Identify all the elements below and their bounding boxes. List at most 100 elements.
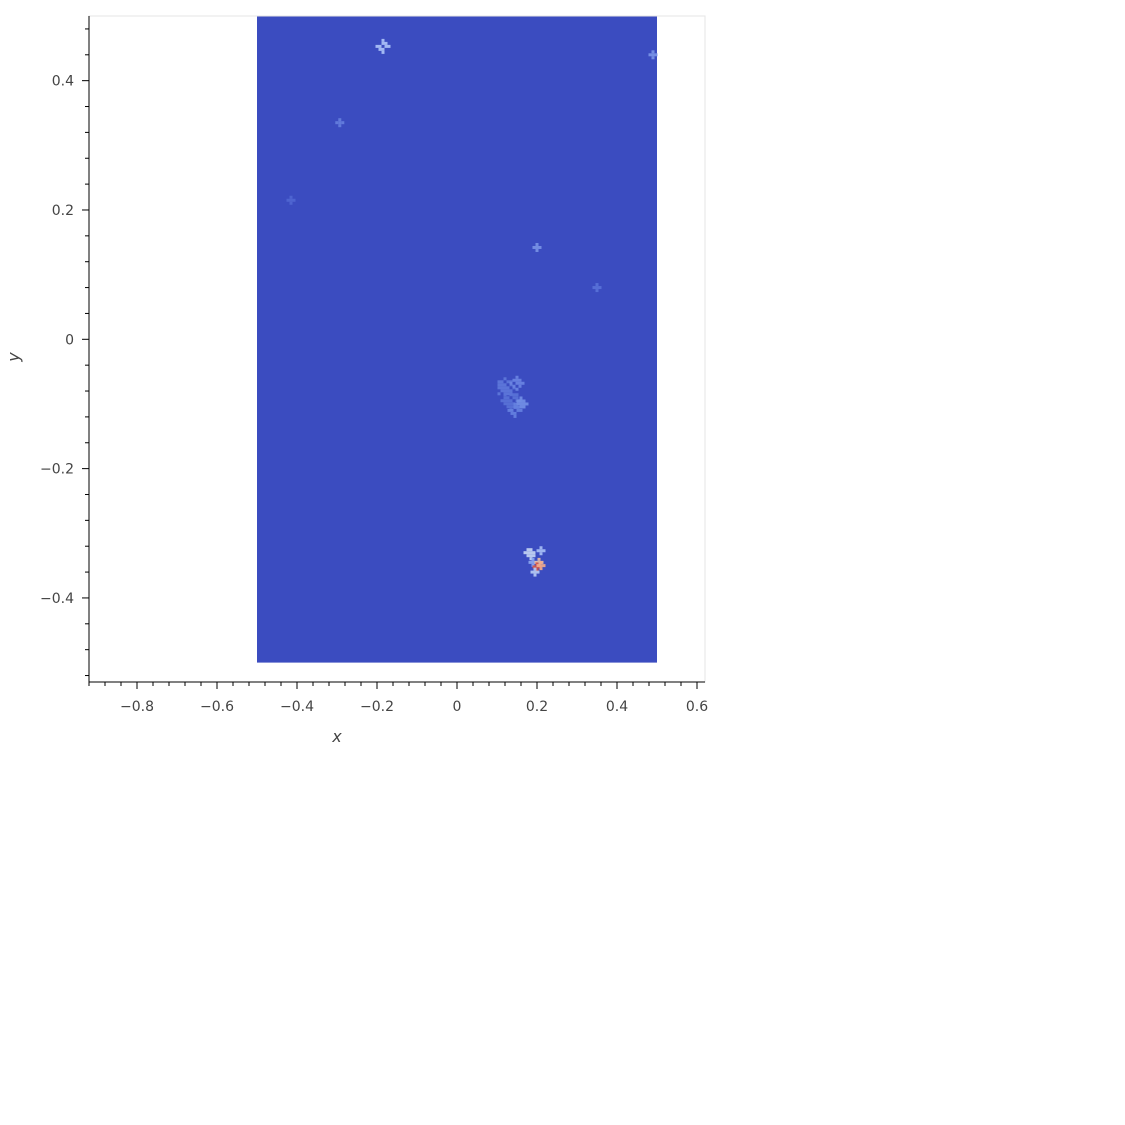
heatmap-cell <box>519 399 523 403</box>
heatmap-cell <box>534 560 538 564</box>
heatmap-cell <box>518 384 522 388</box>
heatmap-cell <box>387 44 391 48</box>
heatmap-cell <box>503 402 507 406</box>
x-axis-label: x <box>331 727 342 746</box>
heatmap-cell <box>289 198 293 202</box>
heatmap-cell <box>513 411 517 415</box>
heatmap-cell <box>532 565 536 569</box>
x-tick-label: 0.4 <box>606 699 628 715</box>
heatmap-feature <box>523 548 536 561</box>
heatmap-cell <box>522 399 526 403</box>
heatmap-cell <box>506 389 510 393</box>
heatmap-cell <box>510 411 514 415</box>
x-tick-label: −0.4 <box>280 699 314 715</box>
heatmap-cell <box>381 50 385 54</box>
heatmap-cell <box>539 546 543 550</box>
heatmap-cell <box>515 393 519 397</box>
heatmap-cell <box>525 402 529 406</box>
heatmap-cell <box>338 118 342 122</box>
heatmap-cell <box>522 405 526 409</box>
heatmap-cell <box>595 289 599 293</box>
heatmap-cell <box>513 402 517 406</box>
heatmap-cell <box>497 386 501 390</box>
heatmap-cell <box>500 399 504 403</box>
heatmap-cell <box>537 560 541 564</box>
heatmap-cell <box>506 405 510 409</box>
heatmap-cell <box>537 557 541 561</box>
heatmap-cell <box>503 399 507 403</box>
heatmap-cell <box>535 242 539 246</box>
heatmap-cell <box>539 567 543 571</box>
y-tick-label: −0.2 <box>40 462 74 478</box>
heatmap-cell <box>528 560 532 564</box>
heatmap-cell <box>378 47 382 51</box>
y-tick-label: 0.2 <box>52 203 74 219</box>
heatmap-cell <box>338 121 342 125</box>
y-tick-label: 0 <box>65 332 74 348</box>
heatmap-cell <box>651 56 655 60</box>
heatmap-cell <box>506 399 510 403</box>
heatmap-cell <box>529 554 533 558</box>
heatmap-feature <box>592 283 602 293</box>
heatmap-cell <box>509 383 513 387</box>
heatmap-cell <box>530 570 534 574</box>
heatmap-cell <box>513 405 517 409</box>
heatmap-cell <box>509 393 513 397</box>
heatmap-cell <box>519 402 523 406</box>
heatmap-cell <box>515 387 519 391</box>
heatmap-cell <box>381 41 385 45</box>
heatmap-cell <box>522 402 526 406</box>
heatmap-cell <box>506 380 510 384</box>
heatmap-cell <box>497 383 501 387</box>
heatmap-cell <box>513 414 517 418</box>
heatmap-cell <box>341 121 345 125</box>
heatmap-cell <box>529 557 533 561</box>
heatmap-cell <box>509 402 513 406</box>
y-tick-label: −0.4 <box>40 591 74 607</box>
heatmap-cell <box>503 389 507 393</box>
heatmap-cell <box>384 44 388 48</box>
heatmap-cell <box>536 564 540 568</box>
heatmap-feature <box>507 402 523 418</box>
heatmap-cell <box>509 390 513 394</box>
heatmap-cell <box>500 386 504 390</box>
heatmap-cell <box>516 402 520 406</box>
heatmap-cell <box>512 386 516 390</box>
heatmap-feature <box>375 38 391 54</box>
heatmap-cell <box>516 405 520 409</box>
heatmap-cell <box>510 408 514 412</box>
heatmap-cell <box>512 393 516 397</box>
heatmap-cell <box>533 573 537 577</box>
heatmap-cell <box>533 567 537 571</box>
x-tick-label: −0.8 <box>120 699 154 715</box>
heatmap-cell <box>500 380 504 384</box>
heatmap-cell <box>521 381 525 385</box>
heatmap-cell <box>535 568 539 572</box>
heatmap-cell <box>535 248 539 252</box>
heatmap-cell <box>542 564 546 568</box>
heatmap-cell <box>532 551 536 555</box>
heatmap-cell <box>516 399 520 403</box>
heatmap-cell <box>338 124 342 128</box>
heatmap-cell <box>526 551 530 555</box>
heatmap-cell <box>506 386 510 390</box>
heatmap-cell <box>536 570 540 574</box>
heatmap-cell <box>598 286 602 290</box>
heatmap-cell <box>289 195 293 199</box>
heatmap-cell <box>518 381 522 385</box>
heatmap-feature <box>536 546 546 556</box>
heatmap-cell <box>539 564 543 568</box>
heatmap-cell <box>526 548 530 552</box>
x-tick-label: 0.6 <box>686 699 708 715</box>
heatmap-cell <box>378 44 382 48</box>
heatmap-cell <box>542 549 546 553</box>
heatmap-cell <box>539 549 543 553</box>
heatmap-cell <box>518 378 522 382</box>
heatmap-cell <box>335 121 339 125</box>
heatmap-cell <box>529 551 533 555</box>
x-axis: −0.8 −0.6 −0.4 −0.2 0 0.2 0.4 0.6 <box>88 681 708 715</box>
heatmap-cell <box>512 378 516 382</box>
heatmap-feature <box>286 195 296 205</box>
heatmap-cell <box>515 396 519 400</box>
